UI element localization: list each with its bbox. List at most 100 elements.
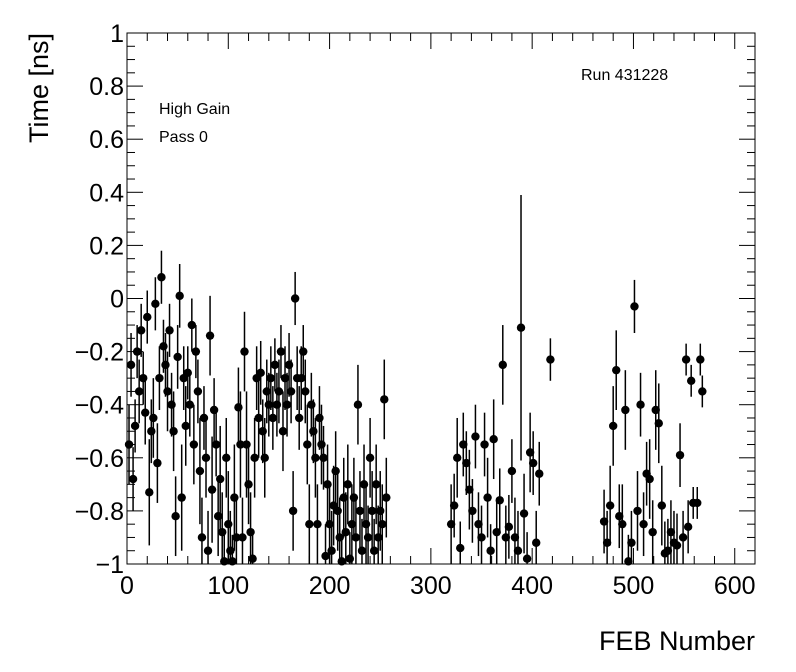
y-tick-label: 1 — [110, 20, 124, 48]
data-point-114 — [355, 506, 365, 516]
data-point-127 — [382, 493, 391, 502]
data-point-119 — [365, 453, 375, 462]
data-point-152 — [519, 509, 529, 518]
data-point-50 — [226, 546, 235, 555]
axis-ticks — [126, 32, 756, 565]
data-point-90 — [307, 400, 316, 409]
data-point-75 — [276, 347, 286, 356]
data-point-80 — [286, 387, 296, 396]
data-point-145 — [498, 360, 507, 370]
data-point-160 — [602, 538, 612, 547]
data-point-3 — [130, 421, 140, 431]
data-point-168 — [627, 538, 636, 547]
data-point-72 — [270, 360, 280, 370]
data-point-141 — [486, 546, 495, 555]
annotation-run: Run 431228 — [581, 67, 668, 84]
data-point-98 — [323, 480, 332, 489]
data-point-96 — [319, 453, 328, 462]
x-tick-label: 600 — [714, 572, 756, 600]
data-point-128 — [446, 519, 456, 529]
data-point-69 — [264, 400, 274, 409]
data-point-100 — [327, 546, 336, 555]
data-point-125 — [378, 519, 387, 529]
data-point-142 — [489, 435, 498, 444]
data-point-171 — [636, 400, 645, 409]
data-point-87 — [301, 387, 310, 396]
data-point-187 — [683, 522, 693, 532]
data-point-135 — [468, 506, 477, 516]
data-point-120 — [367, 506, 377, 516]
data-point-172 — [639, 519, 648, 529]
data-point-9 — [143, 312, 152, 322]
data-point-169 — [630, 302, 639, 311]
data-point-165 — [618, 519, 627, 529]
data-point-26 — [177, 493, 186, 502]
data-point-192 — [698, 387, 707, 396]
data-point-133 — [462, 458, 471, 468]
y-tick-label: −0.2 — [75, 339, 124, 367]
data-point-166 — [621, 405, 630, 415]
data-point-45 — [215, 474, 225, 484]
data-point-15 — [155, 373, 164, 383]
data-point-40 — [205, 331, 215, 340]
data-point-129 — [449, 501, 459, 510]
data-point-84 — [294, 413, 304, 423]
data-point-91 — [309, 427, 318, 436]
data-point-143 — [492, 527, 501, 537]
data-point-5 — [134, 387, 144, 396]
axis-tick-labels: 0 100 200 300 400 500 600 −1 −0.8 −0.6 −0.4 −0.2 0 0.… — [75, 20, 756, 600]
data-point-88 — [303, 440, 312, 449]
data-point-7 — [139, 373, 148, 383]
data-point-73 — [272, 400, 282, 409]
data-point-99 — [325, 519, 334, 529]
data-point-64 — [254, 413, 263, 423]
data-point-139 — [480, 440, 489, 449]
data-point-124 — [376, 506, 385, 516]
data-point-62 — [250, 453, 259, 462]
data-point-65 — [256, 368, 265, 378]
data-point-60 — [246, 527, 255, 537]
x-axis-title: FEB Number — [599, 626, 755, 656]
data-point-146 — [501, 533, 511, 542]
data-point-56 — [238, 533, 247, 542]
data-point-177 — [654, 419, 663, 428]
data-point-68 — [262, 387, 271, 396]
x-tick-label: 300 — [410, 572, 452, 600]
x-tick-label: 500 — [613, 572, 655, 600]
data-point-41 — [207, 485, 217, 494]
data-point-126 — [380, 395, 389, 404]
data-point-190 — [693, 498, 702, 508]
data-point-58 — [242, 440, 251, 449]
data-point-66 — [258, 427, 267, 436]
data-point-21 — [167, 400, 176, 409]
data-point-158 — [546, 355, 555, 364]
data-point-151 — [516, 323, 526, 332]
data-point-174 — [645, 474, 654, 484]
data-point-20 — [165, 326, 174, 335]
data-point-35 — [195, 466, 205, 476]
data-point-149 — [510, 533, 520, 542]
data-point-104 — [335, 533, 344, 542]
x-tick-label: 0 — [120, 572, 134, 600]
y-tick-label: 0.8 — [89, 73, 124, 101]
data-point-186 — [681, 355, 691, 364]
data-point-81 — [288, 506, 298, 516]
data-point-162 — [608, 421, 618, 431]
data-point-31 — [187, 320, 197, 330]
y-tick-label: 0 — [110, 286, 124, 314]
data-point-138 — [477, 533, 486, 542]
data-point-175 — [648, 527, 657, 537]
data-point-111 — [349, 493, 359, 502]
data-point-59 — [244, 480, 253, 489]
data-point-102 — [331, 466, 340, 476]
data-point-39 — [203, 546, 213, 555]
data-point-25 — [175, 291, 184, 301]
data-point-10 — [145, 488, 154, 497]
data-point-71 — [268, 413, 278, 423]
data-point-132 — [459, 440, 468, 449]
data-point-24 — [173, 352, 182, 362]
data-point-148 — [507, 466, 517, 476]
data-point-32 — [189, 440, 199, 449]
y-tick-label: −0.4 — [75, 392, 124, 420]
